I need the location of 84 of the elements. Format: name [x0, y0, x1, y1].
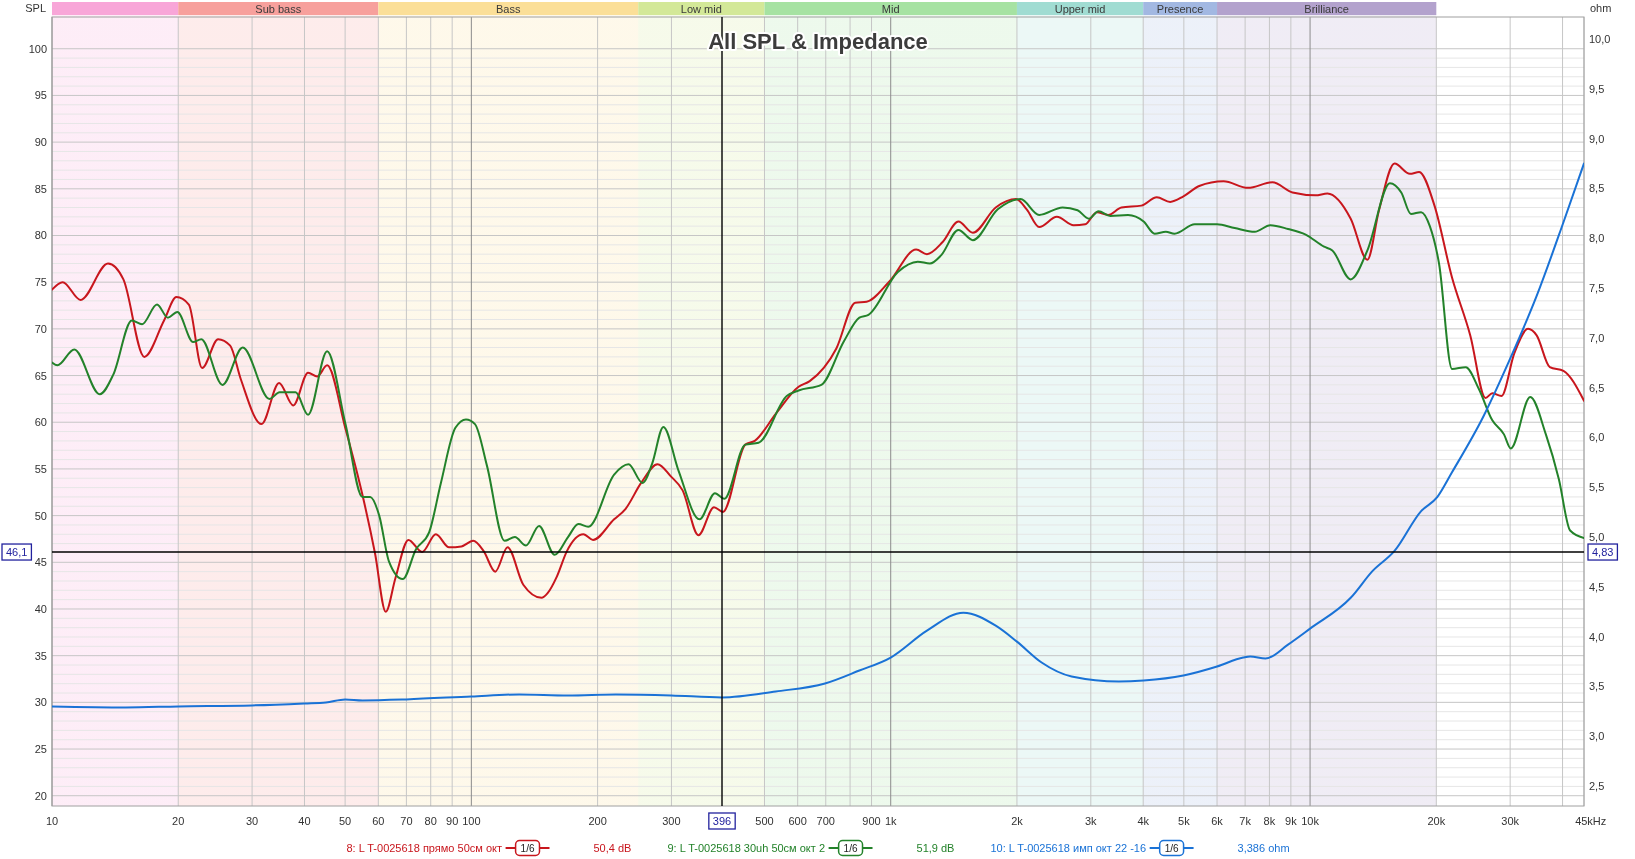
- x-tick-label: 9k: [1285, 815, 1298, 827]
- y-tick-label: 35: [34, 649, 47, 662]
- x-tick-label: 2k: [1011, 815, 1024, 827]
- x-tick-label: 6k: [1211, 815, 1224, 827]
- y2-tick-label: 8,5: [1589, 182, 1605, 195]
- y-tick-label: 40: [34, 602, 47, 615]
- y2-tick-label: 7,0: [1589, 331, 1605, 344]
- band-label: Bass: [496, 2, 521, 15]
- band-label: Mid: [881, 2, 900, 15]
- x-tick-label: 60: [372, 815, 385, 827]
- y2-tick-label: 3,5: [1589, 680, 1605, 693]
- y2-tick-label: 7,5: [1589, 281, 1605, 294]
- text: 3,386 ohm: [1237, 842, 1290, 854]
- band-label: Brilliance: [1304, 2, 1349, 15]
- text: 1/6: [520, 843, 535, 854]
- text: 50,4 dB: [593, 842, 632, 854]
- y-tick-label: 20: [34, 789, 47, 802]
- x-tick-label: 4k: [1137, 815, 1150, 827]
- x-tick-label: 7k: [1239, 815, 1252, 827]
- x-tick-label: 20: [172, 815, 185, 827]
- x-tick-label: 1k: [884, 815, 898, 827]
- y-tick-label: 65: [34, 369, 47, 382]
- x-tick-label: 8k: [1263, 815, 1276, 827]
- x-tick-label: 500: [755, 815, 774, 827]
- y2-tick-label: 5,5: [1589, 481, 1605, 494]
- x-tick-label: 3k: [1084, 815, 1098, 827]
- band-label: Presence: [1156, 2, 1204, 15]
- text: 51,9 dB: [916, 842, 955, 854]
- y-tick-label: 80: [34, 229, 47, 242]
- x-tick-label: 300: [662, 815, 681, 827]
- y2-tick-label: 6,0: [1589, 431, 1605, 444]
- text: 1/6: [1164, 843, 1180, 854]
- x-tick-label: 700: [816, 815, 835, 827]
- y2-tick-label: 8,0: [1589, 232, 1605, 245]
- y-axis-title: SPL: [25, 2, 46, 14]
- y-tick-label: 100: [28, 42, 47, 55]
- band-label: Sub bass: [255, 2, 302, 15]
- y2-tick-label: 10,0: [1589, 32, 1611, 45]
- y-tick-label: 45: [34, 556, 47, 569]
- y-tick-label: 85: [34, 182, 47, 195]
- y-tick-label: 25: [34, 743, 47, 756]
- y-tick-label: 60: [34, 416, 47, 429]
- y2-tick-label: 2,5: [1589, 780, 1605, 793]
- y2-tick-label: 4,5: [1589, 580, 1605, 593]
- x-tick-label: 50: [338, 815, 352, 827]
- x-tick-label: 80: [424, 815, 437, 827]
- y-tick-label: 50: [34, 509, 47, 522]
- x-axis-title: Hz: [1592, 815, 1607, 827]
- y2-tick-label: 5,0: [1589, 531, 1605, 544]
- y-tick-label: 95: [34, 89, 47, 102]
- y2-tick-label: 9,0: [1589, 132, 1605, 145]
- y-tick-label: 70: [34, 322, 47, 335]
- y-tick-label: 75: [34, 276, 47, 289]
- x-tick-label: 5k: [1178, 815, 1191, 827]
- y2-axis-title: ohm: [1590, 2, 1612, 14]
- legend-label: 10: L T-0025618 имп окт 22 -16: [990, 842, 1147, 854]
- x-tick-label: 70: [400, 815, 413, 827]
- y2-tick-label: 3,0: [1589, 730, 1605, 743]
- x-tick-label: 20k: [1427, 815, 1446, 827]
- legend-label: 9: L T-0025618 30uh 50см окт 2: [667, 842, 826, 854]
- y-tick-label: 30: [34, 696, 47, 709]
- x-tick-label: 30k: [1501, 815, 1520, 827]
- x-tick-label: 900: [862, 815, 881, 827]
- x-tick-label: 40: [298, 815, 311, 827]
- y2-tick-label: 6,5: [1589, 381, 1605, 394]
- text: 1/6: [843, 843, 858, 854]
- x-tick-label: 30: [245, 815, 259, 827]
- y2-tick-label: 4,0: [1589, 630, 1605, 643]
- x-tick-label: 600: [788, 815, 807, 827]
- y2-tick-label: 9,5: [1589, 82, 1605, 95]
- x-tick-label: 10k: [1301, 815, 1320, 827]
- legend-label: 8: L T-0025618 прямо 50см окт: [346, 842, 502, 854]
- x-tick-label: 100: [462, 815, 481, 827]
- band-label: Low mid: [680, 2, 722, 15]
- y-tick-label: 55: [34, 462, 47, 475]
- x-tick-label: 200: [588, 815, 607, 827]
- ref-line-label: 396: [712, 814, 732, 827]
- x-tick-label: 10: [45, 815, 59, 827]
- x-tick-label: 45k: [1575, 815, 1594, 827]
- annotation: 4,83: [1591, 545, 1614, 558]
- x-tick-label: 90: [446, 815, 459, 827]
- y-tick-label: 90: [34, 136, 47, 149]
- band-label: Upper mid: [1054, 2, 1106, 15]
- ref-line-label: 46,1: [5, 545, 28, 558]
